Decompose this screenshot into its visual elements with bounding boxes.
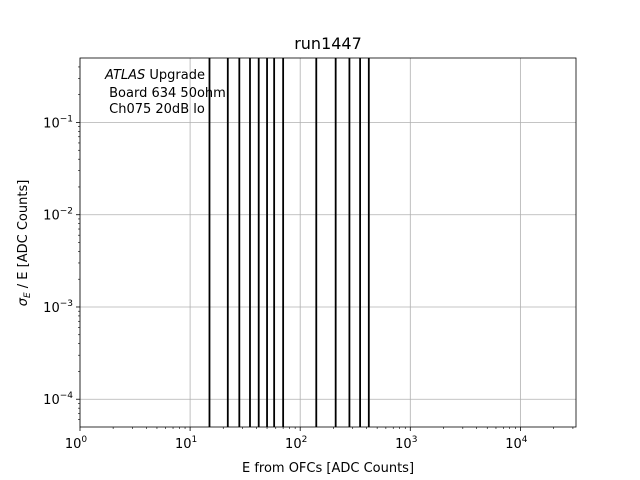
y-tick-exponent: −4	[60, 391, 74, 401]
x-tick-base: 10	[395, 437, 412, 452]
x-tick-label: 101	[175, 435, 197, 452]
x-tick-base: 10	[65, 437, 82, 452]
y-axis-label: σE / E [ADC Counts]	[16, 180, 33, 307]
x-tick-label: 102	[285, 435, 307, 452]
y-tick-label: 10−1	[43, 114, 73, 131]
y-tick-base: 10	[43, 301, 60, 316]
x-tick-exponent: 4	[522, 435, 528, 445]
x-tick-exponent: 3	[412, 435, 418, 445]
x-tick-exponent: 0	[81, 435, 87, 445]
y-tick-exponent: −3	[60, 299, 73, 309]
y-tick-exponent: −1	[60, 114, 73, 124]
x-tick-exponent: 2	[302, 435, 308, 445]
x-tick-label: 104	[505, 435, 528, 452]
x-axis-label: E from OFCs [ADC Counts]	[242, 461, 414, 476]
data-series	[208, 58, 370, 427]
y-tick-exponent: −2	[60, 207, 73, 217]
annotation-line-1: ATLAS Upgrade	[104, 68, 205, 83]
x-tick-base: 10	[505, 437, 522, 452]
x-tick-label: 103	[395, 435, 417, 452]
y-tick-base: 10	[43, 393, 60, 408]
y-axis-label-symbol: σ	[16, 297, 31, 306]
annotation-line-3: Ch075 20dB lo	[105, 102, 205, 117]
y-tick-base: 10	[43, 209, 60, 224]
y-axis-label-text: / E [ADC Counts]	[16, 180, 31, 293]
y-tick-label: 10−3	[43, 299, 73, 316]
annotation-upgrade: Upgrade	[145, 68, 205, 83]
x-tick-base: 10	[285, 437, 302, 452]
y-tick-label: 10−4	[43, 391, 73, 408]
x-tick-exponent: 1	[192, 435, 198, 445]
grid-lines	[79, 58, 576, 427]
annotation-atlas: ATLAS	[104, 68, 145, 83]
x-tick-base: 10	[175, 437, 192, 452]
annotation-line-2: Board 634 50ohm	[105, 86, 226, 101]
chart-title: run1447	[294, 34, 362, 53]
y-tick-label: 10−2	[43, 207, 73, 224]
x-tick-label: 100	[65, 435, 88, 452]
y-axis-label-subscript: E	[23, 292, 33, 298]
y-tick-base: 10	[43, 116, 60, 131]
atlas-annotation: ATLAS Upgrade Board 634 50ohm Ch075 20dB…	[104, 68, 226, 117]
